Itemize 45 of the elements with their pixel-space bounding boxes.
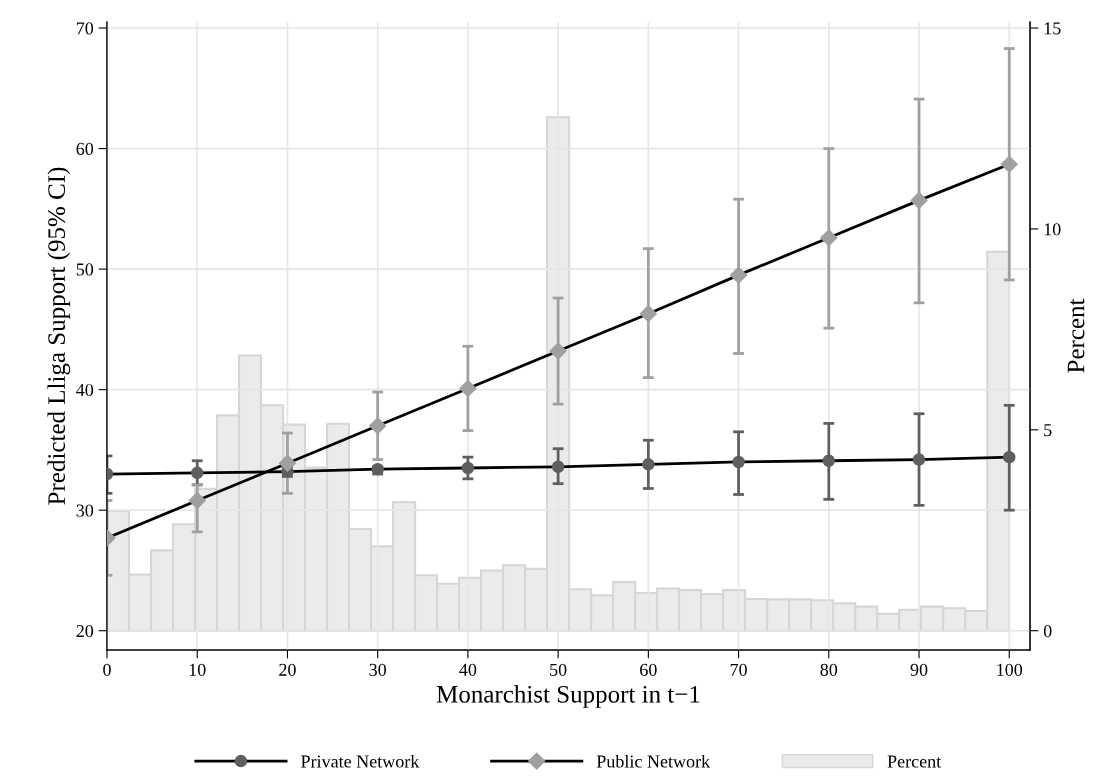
x-tick-label: 30	[369, 663, 387, 676]
point	[549, 342, 567, 360]
point	[188, 491, 206, 510]
y2-axis-title: Percent	[1067, 298, 1085, 373]
point	[639, 305, 657, 323]
point	[369, 417, 387, 435]
y2-tick-label: 15	[1044, 22, 1061, 35]
x-axis-title: Monarchist Support in t−1	[436, 685, 700, 708]
x-tick-label: 60	[640, 663, 657, 676]
point	[732, 455, 745, 469]
x-tick-label: 80	[820, 663, 838, 676]
y2-tick-label: 5	[1044, 424, 1052, 437]
y-tick-label: 20	[76, 624, 94, 638]
y-axis-title: Predicted Lliga Support (95% CI)	[47, 167, 71, 505]
x-tick-label: 0	[103, 663, 111, 676]
y2-tick-label: 0	[1043, 624, 1052, 638]
point	[278, 454, 297, 472]
x-tick-label: 10	[189, 663, 206, 676]
point	[822, 454, 836, 468]
point	[730, 266, 748, 284]
y2-tick-label: 10	[1044, 223, 1061, 236]
point	[190, 466, 204, 480]
point	[820, 229, 838, 247]
x-tick-label: 70	[730, 663, 747, 676]
point	[642, 458, 655, 471]
legend-label: Public Network	[596, 754, 711, 768]
y-tick-label: 30	[76, 504, 94, 517]
point	[459, 379, 477, 397]
point	[1000, 155, 1018, 173]
y-tick-label: 60	[76, 142, 94, 156]
point	[551, 460, 565, 474]
point	[1002, 450, 1016, 464]
point	[910, 191, 928, 209]
point	[461, 461, 475, 475]
x-tick-label: 40	[459, 663, 477, 676]
x-tick-label: 100	[997, 663, 1023, 676]
x-tick-label: 50	[550, 663, 567, 676]
point	[912, 453, 926, 466]
y-tick-label: 70	[76, 22, 94, 35]
legend-label: Percent	[887, 755, 942, 768]
x-tick-label: 20	[279, 663, 296, 676]
y-tick-label: 50	[76, 263, 94, 276]
x-tick-label: 90	[910, 663, 928, 676]
legend-label: Private Network	[301, 754, 420, 768]
y-tick-label: 40	[76, 383, 94, 397]
